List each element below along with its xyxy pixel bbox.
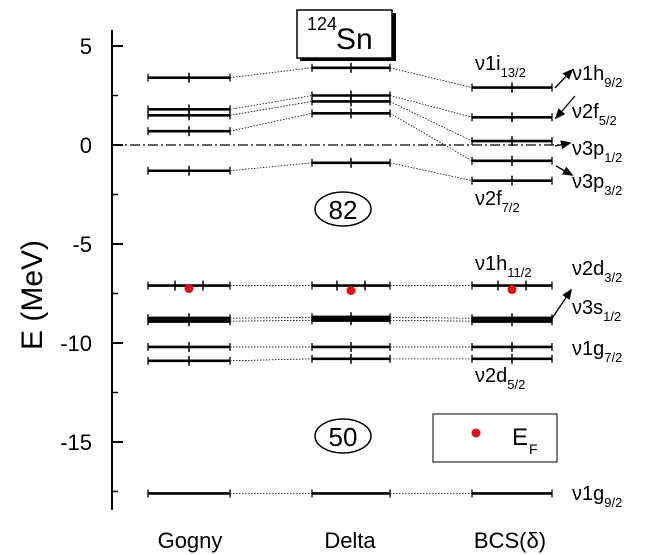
connector-2d3/2-1	[389, 316, 473, 319]
level-label-2f5-2: ν2f5/2	[572, 101, 617, 128]
shell-gap-82-oval	[314, 191, 372, 227]
column-label-gogny: Gogny	[158, 528, 223, 553]
connector-2f7/2-0	[229, 162, 313, 172]
level-label-2d5-2: ν2d5/2	[475, 365, 525, 392]
level-connectors	[229, 67, 473, 494]
arrow-3p1-head	[560, 140, 572, 150]
y-axis-ticks: 5 0 -5 -10 -15	[60, 34, 123, 493]
connector-3s1/2-0	[229, 319, 313, 322]
legend-label-main: E	[512, 424, 528, 451]
shell-gap-50-oval	[314, 418, 372, 454]
level-label-1h11-2: ν1h11/2	[475, 253, 532, 280]
shell-gap-82: 82	[314, 191, 372, 227]
connector-1h9/2-0	[229, 67, 313, 79]
legend-fermi-symbol	[471, 428, 481, 438]
y-axis-label: E (MeV)	[16, 240, 49, 350]
shell-gap-50-label: 50	[329, 422, 358, 452]
label-arrows	[550, 68, 576, 321]
arrow-3p3-head	[562, 166, 574, 176]
level-label-1i13-2: ν1i13/2	[475, 53, 526, 80]
y-tick-label-2: -5	[72, 232, 92, 257]
y-tick-label-0: 5	[80, 34, 92, 59]
level-label-3p3-2: ν3p3/2	[572, 171, 622, 198]
title-element: Sn	[336, 23, 373, 56]
title-superscript: 124	[307, 14, 337, 34]
connector-2f5/2-1	[389, 95, 473, 118]
connector-2f7/2-1	[389, 162, 473, 182]
level-bars	[147, 62, 553, 498]
y-tick-label-1: 0	[80, 133, 92, 158]
y-tick-label-4: -15	[60, 430, 92, 455]
level-label-1g9-2: ν1g9/2	[572, 483, 622, 510]
level-labels: ν1i13/2 ν1h9/2 ν2f5/2 ν3p1/2 ν3p3/2 ν2f7…	[475, 53, 622, 510]
connector-3p3/2-0	[229, 112, 313, 132]
column-label-delta: Delta	[324, 528, 376, 553]
shell-gap-82-label: 82	[329, 195, 358, 225]
connector-3p1/2-0	[229, 101, 313, 116]
fermi-point-1	[346, 286, 356, 296]
connector-1h9/2-1	[389, 67, 473, 88]
level-label-1h9-2: ν1h9/2	[572, 63, 622, 90]
title-frame	[296, 9, 393, 59]
connector-3p3/2-1	[389, 112, 473, 162]
fermi-point-2	[507, 285, 517, 295]
title-shadow-right	[392, 13, 396, 61]
fermi-points	[184, 284, 517, 296]
arrow-2f5-head	[554, 108, 566, 120]
fermi-point-0	[184, 284, 194, 294]
connector-2d3/2-0	[229, 316, 313, 319]
arrow-1h9-head	[562, 68, 574, 80]
connector-2d5/2-0	[229, 358, 313, 362]
legend-frame	[432, 413, 558, 463]
column-label-bcs: BCS(δ)	[474, 528, 546, 553]
legend: E F	[432, 413, 558, 463]
level-label-3p1-2: ν3p1/2	[572, 138, 622, 165]
level-label-2d3-2: ν2d3/2	[572, 258, 622, 285]
connector-3p1/2-1	[389, 101, 473, 142]
title-box: 124 Sn	[296, 9, 396, 61]
legend-label-sub: F	[529, 441, 538, 457]
shell-gap-50: 50	[314, 418, 372, 454]
arrow-2d3-head	[562, 288, 572, 300]
title-shadow-bottom	[300, 58, 396, 61]
connector-2f5/2-0	[229, 95, 313, 110]
y-tick-label-3: -10	[60, 331, 92, 356]
level-label-2f7-2: ν2f7/2	[475, 188, 520, 215]
level-label-3s1-2: ν3s1/2	[572, 297, 621, 324]
level-label-1g7-2: ν1g7/2	[572, 338, 622, 365]
connector-3s1/2-1	[389, 319, 473, 322]
